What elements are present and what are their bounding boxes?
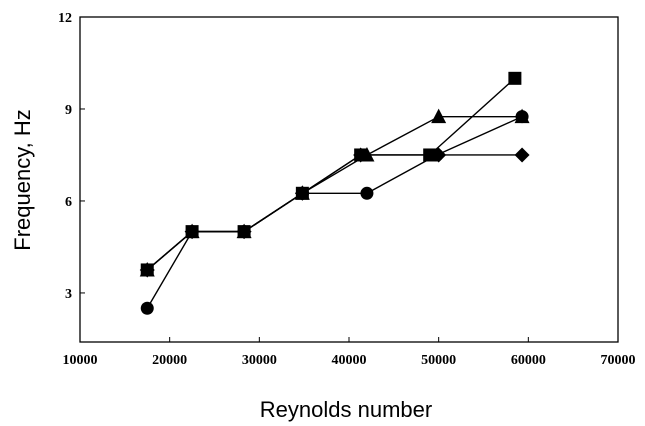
- x-tick-label: 10000: [63, 353, 98, 368]
- x-axis-label: Reynolds number: [260, 397, 432, 422]
- series-markers: [139, 71, 530, 315]
- data-point-circle: [360, 186, 374, 200]
- x-tick-label: 30000: [242, 353, 277, 368]
- data-point-diamond: [139, 262, 155, 278]
- data-point-diamond: [514, 147, 530, 163]
- plot-frame: [79, 16, 619, 343]
- y-tick-label: 12: [58, 11, 72, 26]
- data-point-diamond: [353, 147, 369, 163]
- y-tick-label: 6: [65, 195, 72, 210]
- series-line-diamond: [146, 154, 523, 271]
- tick-group: 10000 20000 30000 40000 50000 60000 70000 3 6 9 12: [58, 11, 636, 368]
- x-tick-label: 60000: [511, 353, 546, 368]
- series-line-circle: [146, 116, 523, 309]
- x-tick-label: 20000: [152, 353, 187, 368]
- x-tick-label: 70000: [601, 353, 636, 368]
- data-point-triangle: [514, 108, 530, 124]
- y-tick-label: 3: [65, 287, 72, 302]
- data-point-circle: [140, 301, 154, 315]
- y-tick-label: 9: [65, 103, 72, 118]
- x-tick-label: 50000: [421, 353, 456, 368]
- data-point-diamond: [184, 224, 200, 240]
- data-point-diamond: [236, 224, 252, 240]
- x-tick-label: 40000: [332, 353, 367, 368]
- data-point-diamond: [431, 147, 447, 163]
- series-lines: [146, 77, 523, 309]
- data-point-square: [423, 148, 437, 162]
- data-point-triangle: [431, 108, 447, 124]
- data-point-diamond: [294, 185, 310, 201]
- data-point-square: [508, 71, 522, 85]
- y-axis-label: Frequency, Hz: [10, 109, 35, 250]
